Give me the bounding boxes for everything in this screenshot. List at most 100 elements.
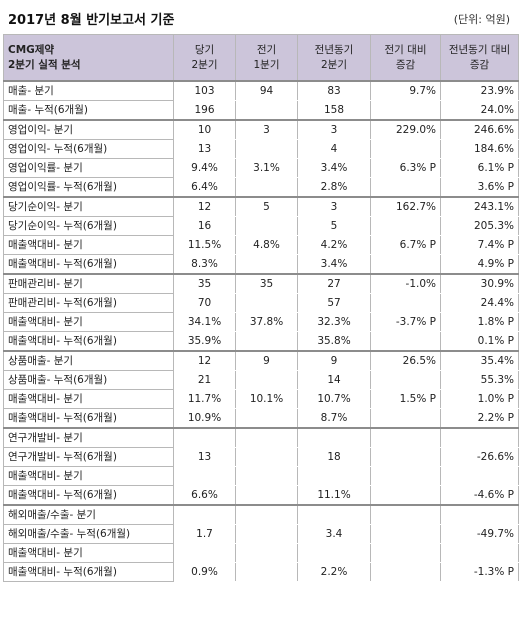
- row-label: 매출액대비- 분기: [3, 543, 174, 563]
- yoy-change-cell: 55.3%: [440, 370, 519, 390]
- column-header-line1: 당기: [194, 43, 215, 56]
- row-label: 당기순이익- 누적(6개월): [3, 216, 174, 236]
- year-ago-cell: [297, 427, 371, 448]
- qoq-change-cell: [370, 216, 441, 236]
- table-row: 영업이익률- 분기 9.4% 3.1% 3.4% 6.3% P 6.1% P: [3, 158, 519, 178]
- current-quarter-cell: [173, 504, 236, 525]
- previous-quarter-cell: 3.1%: [235, 158, 298, 178]
- row-label: 당기순이익- 분기: [3, 196, 174, 217]
- previous-quarter-cell: [235, 447, 298, 467]
- current-quarter-cell: 1.7: [173, 524, 236, 544]
- column-header-line1: 전년동기 대비: [448, 43, 511, 56]
- qoq-change-cell: [370, 370, 441, 390]
- row-label: 연구개발비- 누적(6개월): [3, 447, 174, 467]
- current-quarter-cell: 196: [173, 100, 236, 121]
- year-ago-cell: 3.4%: [297, 254, 371, 275]
- table-row: 매출액대비- 분기 11.5% 4.8% 4.2% 6.7% P 7.4% P: [3, 235, 519, 255]
- current-quarter-cell: 8.3%: [173, 254, 236, 275]
- report-title-bar: 2017년 8월 반기보고서 기준 (단위: 억원): [0, 0, 522, 34]
- earnings-table: CMG제약 2분기 실적 분석 당기 2분기 전기 1분기 전년동기 2분기 전…: [3, 34, 519, 582]
- yoy-change-cell: [440, 427, 519, 448]
- yoy-change-cell: 35.4%: [440, 350, 519, 371]
- current-quarter-cell: 21: [173, 370, 236, 390]
- previous-quarter-cell: 9: [235, 350, 298, 371]
- row-label: 상품매출- 누적(6개월): [3, 370, 174, 390]
- table-row: 영업이익- 누적(6개월) 13 4 184.6%: [3, 139, 519, 159]
- year-ago-cell: 4: [297, 139, 371, 159]
- year-ago-cell: 11.1%: [297, 485, 371, 506]
- previous-quarter-cell: [235, 293, 298, 313]
- current-quarter-cell: [173, 543, 236, 563]
- row-label: 매출액대비- 분기: [3, 235, 174, 255]
- qoq-change-cell: -3.7% P: [370, 312, 441, 332]
- row-label: 매출액대비- 분기: [3, 389, 174, 409]
- year-ago-cell: [297, 504, 371, 525]
- table-row: 해외매출/수출- 분기: [3, 504, 519, 525]
- column-header-previous-quarter: 전기 1분기: [235, 34, 298, 82]
- column-header-line2: 증감: [395, 58, 416, 71]
- previous-quarter-cell: [235, 543, 298, 563]
- row-label: 매출액대비- 누적(6개월): [3, 254, 174, 275]
- yoy-change-cell: -4.6% P: [440, 485, 519, 506]
- yoy-change-cell: [440, 466, 519, 486]
- previous-quarter-cell: [235, 485, 298, 506]
- row-label: 매출액대비- 분기: [3, 312, 174, 332]
- qoq-change-cell: [370, 466, 441, 486]
- row-group: 영업이익- 분기 10 3 3 229.0% 246.6% 영업이익- 누적(6개월) 13 4…: [3, 119, 519, 198]
- row-label: 판매관리비- 분기: [3, 273, 174, 294]
- yoy-change-cell: 1.0% P: [440, 389, 519, 409]
- year-ago-cell: 5: [297, 216, 371, 236]
- current-quarter-cell: 16: [173, 216, 236, 236]
- header-label-cell: CMG제약 2분기 실적 분석: [3, 34, 174, 82]
- current-quarter-cell: 12: [173, 196, 236, 217]
- year-ago-cell: 8.7%: [297, 408, 371, 429]
- row-group: 상품매출- 분기 12 9 9 26.5% 35.4% 상품매출- 누적(6개월) 21 14 5…: [3, 350, 519, 429]
- previous-quarter-cell: 10.1%: [235, 389, 298, 409]
- qoq-change-cell: 1.5% P: [370, 389, 441, 409]
- column-header-current-quarter: 당기 2분기: [173, 34, 236, 82]
- qoq-change-cell: 9.7%: [370, 80, 441, 101]
- qoq-change-cell: 6.7% P: [370, 235, 441, 255]
- qoq-change-cell: 162.7%: [370, 196, 441, 217]
- table-row: 매출액대비- 누적(6개월) 35.9% 35.8% 0.1% P: [3, 331, 519, 352]
- previous-quarter-cell: [235, 254, 298, 275]
- table-row: 매출액대비- 분기 34.1% 37.8% 32.3% -3.7% P 1.8% P: [3, 312, 519, 332]
- yoy-change-cell: -1.3% P: [440, 562, 519, 582]
- current-quarter-cell: [173, 466, 236, 486]
- current-quarter-cell: 70: [173, 293, 236, 313]
- column-header-line2: 2분기: [320, 58, 347, 71]
- previous-quarter-cell: [235, 562, 298, 582]
- row-label: 연구개발비- 분기: [3, 427, 174, 448]
- table-row: 매출액대비- 누적(6개월) 10.9% 8.7% 2.2% P: [3, 408, 519, 429]
- current-quarter-cell: 35: [173, 273, 236, 294]
- year-ago-cell: 14: [297, 370, 371, 390]
- previous-quarter-cell: [235, 100, 298, 121]
- previous-quarter-cell: [235, 139, 298, 159]
- row-label: 매출액대비- 누적(6개월): [3, 562, 174, 582]
- yoy-change-cell: 24.0%: [440, 100, 519, 121]
- row-label: 해외매출/수출- 누적(6개월): [3, 524, 174, 544]
- previous-quarter-cell: 37.8%: [235, 312, 298, 332]
- qoq-change-cell: 229.0%: [370, 119, 441, 140]
- qoq-change-cell: [370, 254, 441, 275]
- row-label: 매출액대비- 분기: [3, 466, 174, 486]
- previous-quarter-cell: [235, 177, 298, 198]
- yoy-change-cell: 1.8% P: [440, 312, 519, 332]
- table-row: 매출액대비- 누적(6개월) 8.3% 3.4% 4.9% P: [3, 254, 519, 275]
- table-row: 매출액대비- 누적(6개월) 0.9% 2.2% -1.3% P: [3, 562, 519, 582]
- table-row: 연구개발비- 누적(6개월) 13 18 -26.6%: [3, 447, 519, 467]
- qoq-change-cell: [370, 177, 441, 198]
- previous-quarter-cell: [235, 370, 298, 390]
- previous-quarter-cell: 94: [235, 80, 298, 101]
- year-ago-cell: 57: [297, 293, 371, 313]
- table-row: 당기순이익- 분기 12 5 3 162.7% 243.1%: [3, 196, 519, 217]
- row-label: 매출액대비- 누적(6개월): [3, 485, 174, 506]
- previous-quarter-cell: [235, 466, 298, 486]
- yoy-change-cell: 23.9%: [440, 80, 519, 101]
- previous-quarter-cell: 35: [235, 273, 298, 294]
- current-quarter-cell: 13: [173, 139, 236, 159]
- previous-quarter-cell: [235, 524, 298, 544]
- year-ago-cell: 18: [297, 447, 371, 467]
- yoy-change-cell: 243.1%: [440, 196, 519, 217]
- yoy-change-cell: [440, 504, 519, 525]
